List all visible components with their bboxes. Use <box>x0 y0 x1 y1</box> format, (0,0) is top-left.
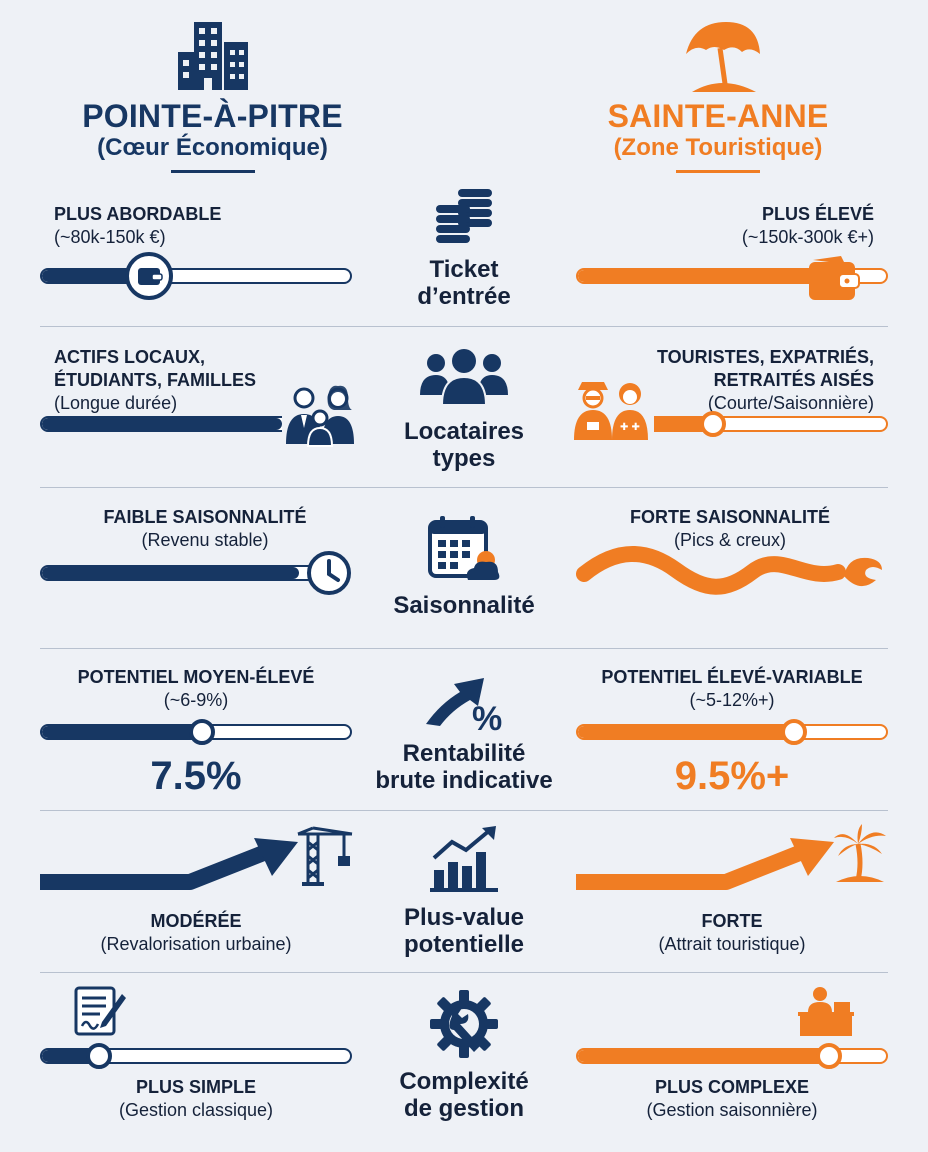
row1-left-note: (~80k-150k €) <box>54 227 166 247</box>
people-group-icon <box>420 349 508 406</box>
row4-right-value: 9.5%+ <box>674 754 790 798</box>
row4-left-level-fill <box>42 726 203 738</box>
row1-left-level-bar <box>40 268 352 284</box>
left-growth-arrow <box>40 838 298 890</box>
row1-category-title: Ticket d’entrée <box>344 256 584 310</box>
percent-arrow-icon: % <box>426 678 502 738</box>
wallet-icon <box>809 256 860 300</box>
row1-category-line2: d’entrée <box>417 283 511 310</box>
contract-document-icon <box>74 986 126 1036</box>
row6-left-level-bar <box>40 1048 352 1064</box>
tourists-icon: ✚ ✚ <box>570 378 654 442</box>
row1-left-wallet-knob <box>125 252 173 300</box>
right-growth-arrow <box>576 838 834 890</box>
row3-left-level-fill <box>42 567 300 579</box>
row2-left-label-line1: ACTIFS LOCAUX, <box>54 347 205 367</box>
coins-stack-icon <box>436 189 492 243</box>
row2-category-title: Locataires types <box>344 418 584 472</box>
reception-desk-icon <box>798 987 854 1036</box>
row2-category-line2: types <box>432 445 496 472</box>
row3-left-level-bar <box>40 565 330 581</box>
row4-category-line1: Rentabilité <box>402 740 526 767</box>
bar-chart-growth-icon <box>430 826 498 892</box>
row2-right-label: TOURISTES, EXPATRIÉS, RETRAITÉS AISÉS <box>576 346 874 392</box>
row1-right-label: PLUS ÉLEVÉ <box>761 204 874 224</box>
row3-left-note: (Revenu stable) <box>141 530 269 550</box>
row6-category-line1: Complexité <box>399 1068 529 1095</box>
row5-right-label: FORTE <box>701 911 763 931</box>
left-title-underline <box>171 170 255 173</box>
row6-category-title: Complexité de gestion <box>344 1068 584 1122</box>
row3-right-label: FORTE SAISONNALITÉ <box>629 507 830 527</box>
row2-right-level-knob <box>700 411 727 437</box>
row4-category-line2: brute indicative <box>375 767 553 794</box>
palm-tree-icon <box>834 824 886 882</box>
row-divider <box>40 487 888 488</box>
right-title-underline <box>676 170 760 173</box>
row6-left-level-fill <box>42 1050 101 1062</box>
row4-left-label: POTENTIEL MOYEN-ÉLEVÉ <box>77 667 315 687</box>
row6-right-label: PLUS COMPLEXE <box>654 1077 810 1097</box>
right-city-subtitle: (Zone Touristique) <box>613 134 823 161</box>
row6-left-level-knob <box>86 1043 113 1069</box>
row3-right-note: (Pics & creux) <box>673 530 787 550</box>
row5-left-note: (Revalorisation urbaine) <box>100 934 292 954</box>
gear-wrench-icon <box>430 990 498 1058</box>
row4-right-level-knob <box>781 719 808 745</box>
row1-right-note: (~150k-300k €+) <box>741 227 874 247</box>
calendar-weather-icon <box>428 516 500 580</box>
row4-left-level-knob <box>189 719 216 745</box>
row-divider <box>40 972 888 973</box>
row2-left-level-fill <box>42 418 283 430</box>
row2-right-note: (Courte/Saisonnière) <box>707 393 874 413</box>
svg-text:%: % <box>472 700 502 738</box>
row1-left-level-fill <box>42 270 150 282</box>
left-city-title: POINTE-À-PITRE <box>82 98 343 134</box>
row2-right-label-line2: RETRAITÉS AISÉS <box>713 370 874 390</box>
clock-icon <box>307 551 351 595</box>
row4-category-title: Rentabilité brute indicative <box>344 740 584 794</box>
row6-right-level-fill <box>578 1050 828 1062</box>
row5-right-note: (Attrait touristique) <box>658 934 806 954</box>
city-buildings-icon <box>178 22 248 90</box>
row-divider <box>40 648 888 649</box>
row5-left-label: MODÉRÉE <box>150 911 242 931</box>
row5-category-line1: Plus-value <box>403 904 525 931</box>
row2-right-label-line1: TOURISTES, EXPATRIÉS, <box>656 347 874 367</box>
row5-category-title: Plus-value potentielle <box>344 904 584 958</box>
row6-left-note: (Gestion classique) <box>118 1100 274 1120</box>
row2-category-line1: Locataires <box>403 418 525 445</box>
row5-category-line2: potentielle <box>403 931 524 958</box>
row3-category-line1: Saisonnalité <box>393 592 535 619</box>
row2-left-label-line2: ÉTUDIANTS, FAMILLES <box>54 370 256 390</box>
row3-category-title: Saisonnalité <box>344 592 584 619</box>
left-city-subtitle: (Cœur Économique) <box>97 134 328 161</box>
row4-left-value: 7.5% <box>150 754 242 798</box>
svg-text:✚ ✚: ✚ ✚ <box>620 422 640 433</box>
row4-left-note: (~6-9%) <box>163 690 229 710</box>
wallet-icon <box>138 268 163 285</box>
row4-right-level-bar <box>576 724 888 740</box>
row6-right-level-knob <box>815 1043 842 1069</box>
right-city-title: SAINTE-ANNE <box>607 98 829 134</box>
row1-right-level-fill <box>578 270 831 282</box>
row-divider <box>40 326 888 327</box>
row6-right-note: (Gestion saisonnière) <box>646 1100 818 1120</box>
row4-right-label: POTENTIEL ÉLEVÉ-VARIABLE <box>601 667 863 687</box>
row2-left-note: (Longue durée) <box>54 393 178 413</box>
row4-right-note: (~5-12%+) <box>689 690 775 710</box>
row6-category-line2: de gestion <box>403 1095 524 1122</box>
row2-left-label: ACTIFS LOCAUX, ÉTUDIANTS, FAMILLES <box>54 346 256 392</box>
wave-icon <box>576 546 882 595</box>
family-icon <box>282 384 358 447</box>
row4-right-level-fill <box>578 726 794 738</box>
row3-left-label: FAIBLE SAISONNALITÉ <box>103 507 307 527</box>
row-divider <box>40 810 888 811</box>
row1-category-line1: Ticket <box>429 256 499 283</box>
row1-left-label: PLUS ABORDABLE <box>54 204 222 224</box>
construction-crane-icon <box>297 826 353 886</box>
beach-umbrella-icon <box>686 22 760 92</box>
row6-left-label: PLUS SIMPLE <box>135 1077 256 1097</box>
row6-right-level-bar <box>576 1048 888 1064</box>
